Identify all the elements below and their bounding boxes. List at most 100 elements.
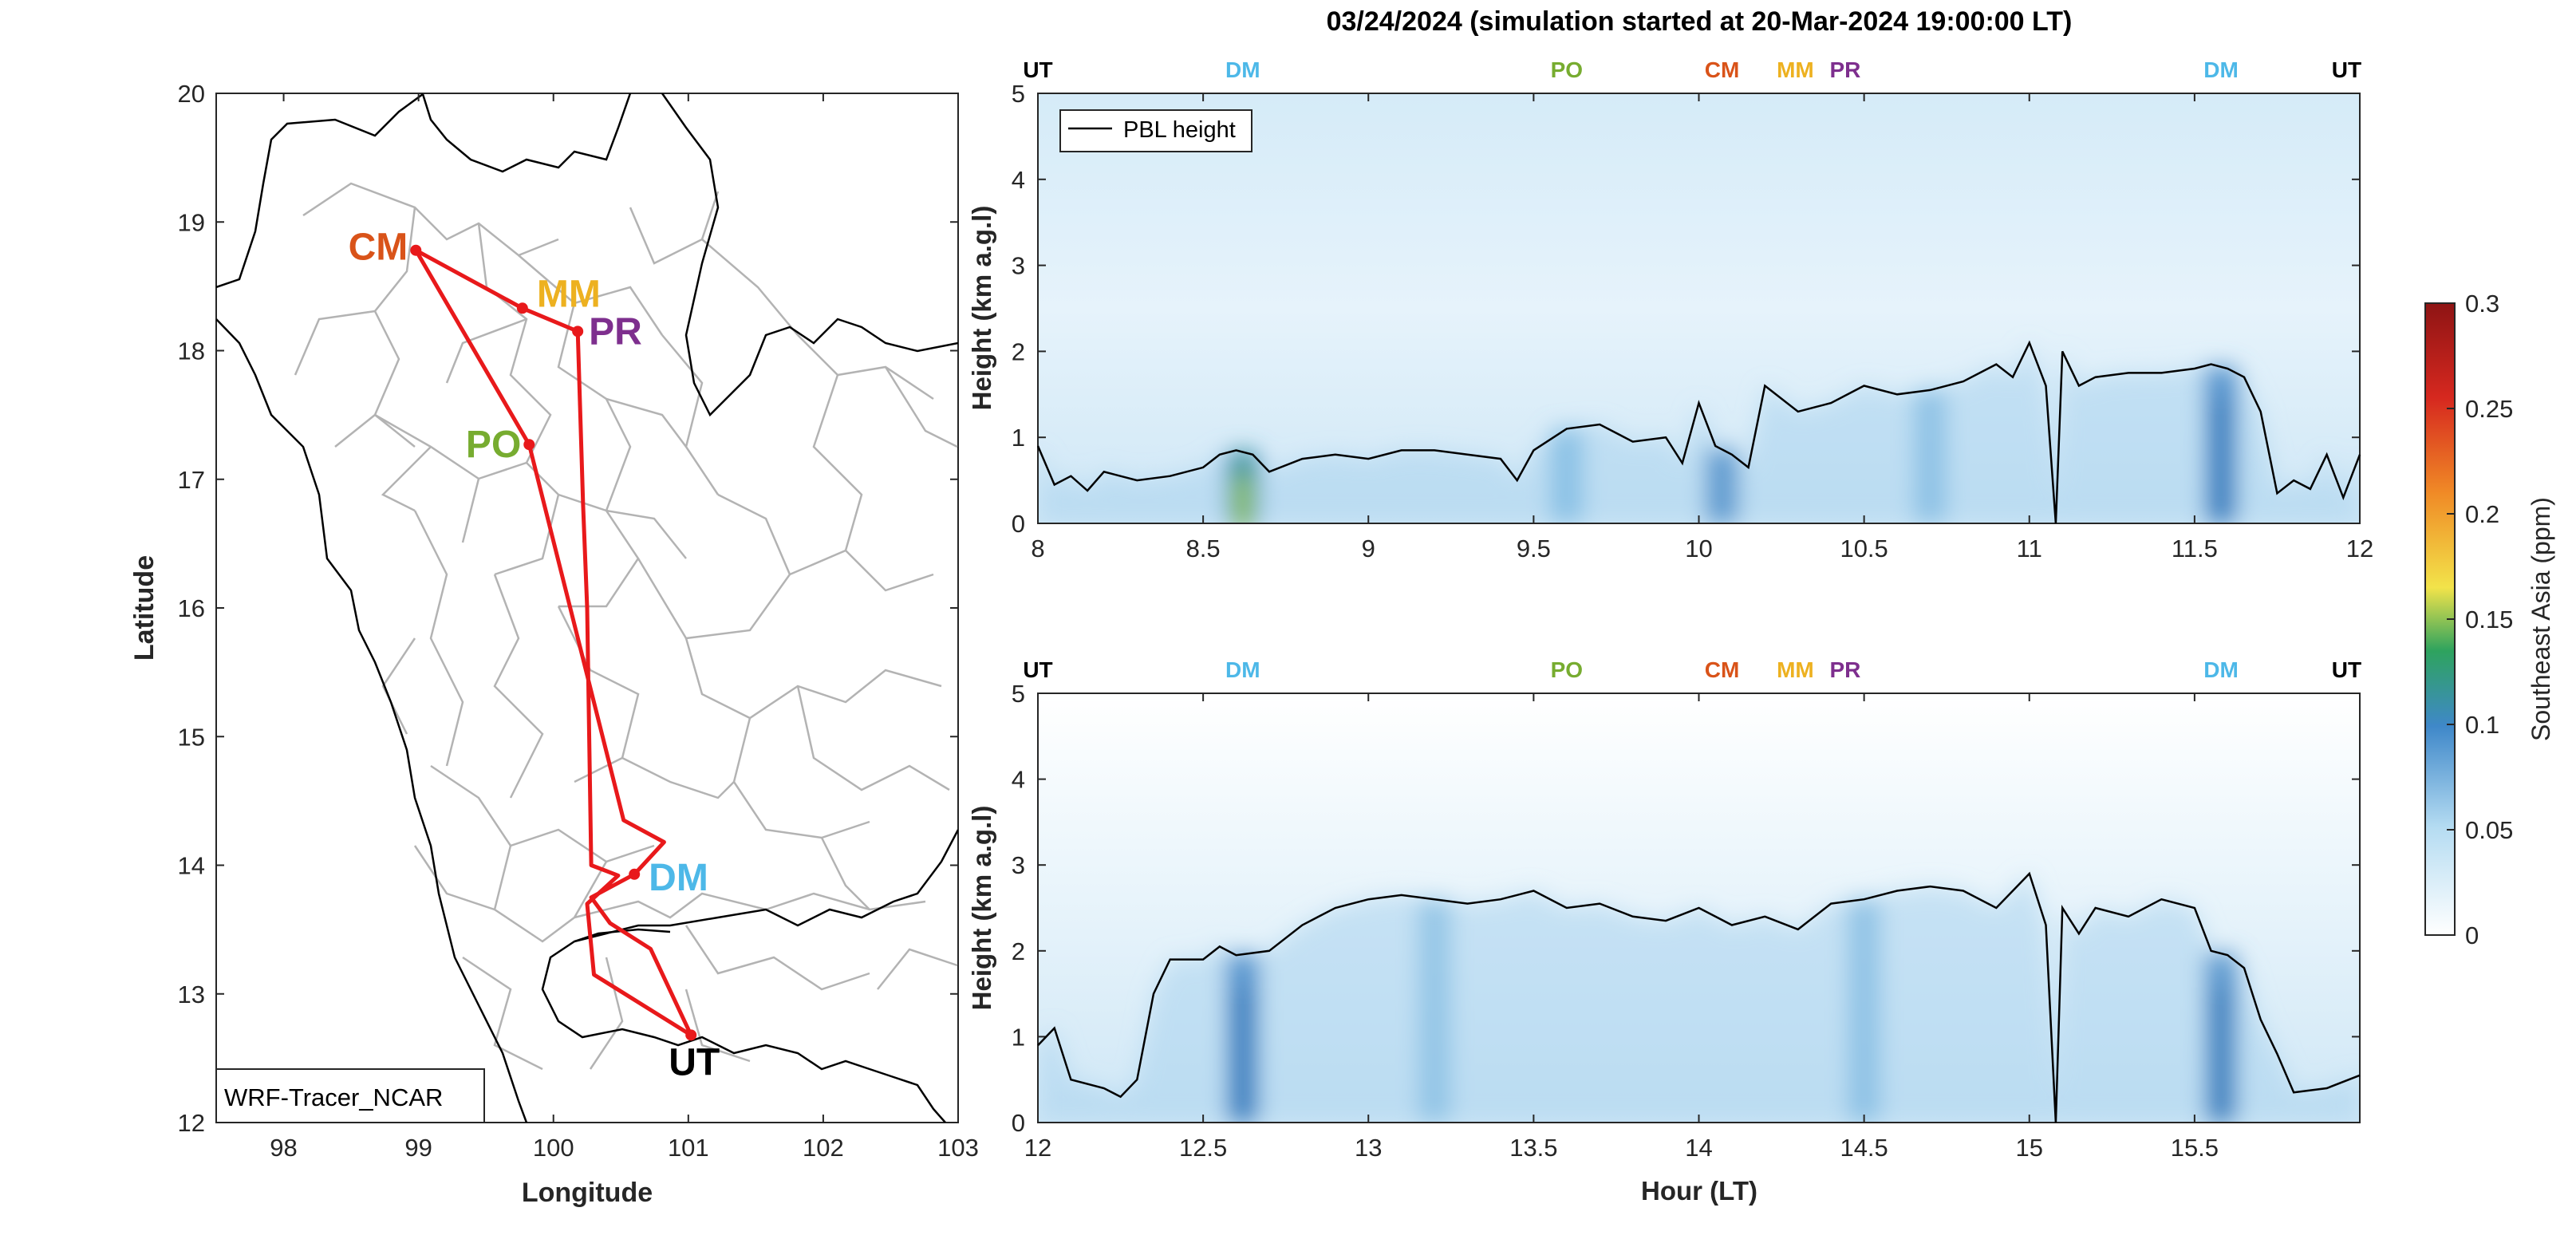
curtain-station-ut: UT <box>1023 57 1052 82</box>
curtain-station-po: PO <box>1551 57 1583 82</box>
colorbar: 0 0.05 0.1 0.15 0.2 0.25 0.3 Southeast Asia (p… <box>2424 290 2555 949</box>
map-ytick-label: 20 <box>178 80 205 108</box>
curtain-xtick-label: 10.5 <box>1840 535 1888 562</box>
map-ytick-label: 14 <box>178 852 205 880</box>
curtain-xtick-label: 12 <box>2346 535 2373 562</box>
curtain-station-dm: DM <box>2203 657 2239 682</box>
bottom-ylabel: Height (km a.g.l) <box>967 806 996 1011</box>
curtain-ytick-label: 0 <box>1012 510 1025 538</box>
model-label-box <box>215 1068 485 1123</box>
curtain-station-dm: DM <box>2203 57 2239 82</box>
map-xtick-label: 98 <box>270 1134 297 1162</box>
tracer-plume-core <box>1235 988 1250 1123</box>
map-xlabel: Longitude <box>522 1178 653 1208</box>
station-label-cm: CM <box>349 227 408 269</box>
station-label-pr: PR <box>589 310 642 353</box>
map-ytick-label: 15 <box>178 723 205 751</box>
map-ytick-label: 12 <box>178 1109 205 1137</box>
colorbar-tick-label: 0 <box>2465 921 2479 949</box>
map-xtick-label: 101 <box>668 1134 709 1162</box>
station-dot-mm <box>516 302 528 314</box>
map-borders <box>216 93 958 1123</box>
tracer-plume <box>1706 449 1738 523</box>
tracer-plume-halo <box>1229 448 1256 523</box>
colorbar-tick-label: 0.1 <box>2465 711 2499 739</box>
tracer-plume-core <box>2214 398 2229 523</box>
curtain-ytick-label: 4 <box>1012 166 1025 194</box>
province-borders <box>294 182 958 1071</box>
map-ytick-label: 17 <box>178 466 205 494</box>
top-ylabel: Height (km a.g.l) <box>967 206 996 411</box>
curtain-xtick-label: 15 <box>2016 1134 2043 1162</box>
curtain-station-po: PO <box>1551 657 1583 682</box>
curtain-ytick-label: 5 <box>1012 80 1025 108</box>
bottom-xlabel: Hour (LT) <box>1641 1176 1757 1206</box>
curtain-ytick-label: 0 <box>1012 1109 1025 1137</box>
curtain-station-pr: PR <box>1829 57 1860 82</box>
curtain-ytick-label: 5 <box>1012 680 1025 708</box>
station-dot-po <box>523 439 535 451</box>
curtain-station-cm: CM <box>1705 57 1740 82</box>
map-xtick-label: 102 <box>803 1134 844 1162</box>
station-dot-cm <box>410 244 422 256</box>
curtain-xtick-label: 15.5 <box>2171 1134 2219 1162</box>
pbl-line-top <box>1036 340 2361 524</box>
map-ytick-label: 18 <box>178 337 205 365</box>
curtain-ytick-label: 2 <box>1012 337 1025 365</box>
curtain-xtick-label: 13 <box>1355 1134 1382 1162</box>
station-label-mm: MM <box>537 273 601 315</box>
curtain-station-ut: UT <box>1023 657 1052 682</box>
main-title: 03/24/2024 (simulation started at 20-Mar… <box>1327 6 2073 37</box>
pbl-legend: PBL height <box>1059 109 1252 152</box>
curtain-station-dm: DM <box>1225 657 1260 682</box>
pbl-legend-label: PBL height <box>1123 117 1236 143</box>
model-label: WRF-Tracer_NCAR <box>224 1083 443 1111</box>
curtain-xtick-label: 9.5 <box>1517 535 1551 562</box>
curtain-xtick-label: 9 <box>1362 535 1375 562</box>
station-label-po: PO <box>466 424 521 466</box>
map-axis-ticks: 98 99 100 101 102 103 12 13 14 15 16 17 18 19 20 <box>178 80 979 1162</box>
colorbar-tick-label: 0.25 <box>2465 395 2513 423</box>
curtain-xtick-label: 10 <box>1685 535 1712 562</box>
curtain-xtick-label: 12 <box>1024 1134 1051 1162</box>
colorbar-tick-label: 0.2 <box>2465 500 2499 528</box>
tracer-plume <box>1418 899 1451 1123</box>
curtain-station-cm: CM <box>1705 657 1740 682</box>
curtain-station-mm: MM <box>1777 57 1814 82</box>
boundary-layer-haze <box>1038 342 2360 523</box>
curtain-ytick-label: 2 <box>1012 937 1025 965</box>
curtain-xtick-label: 12.5 <box>1179 1134 1227 1162</box>
curtain-ytick-label: 1 <box>1012 1023 1025 1051</box>
colorbar-tick-label: 0.05 <box>2465 816 2513 844</box>
curtain-xtick-label: 13.5 <box>1509 1134 1557 1162</box>
station-dot-ut <box>685 1029 697 1041</box>
curtain-station-pr: PR <box>1829 657 1860 682</box>
curtain-ytick-label: 3 <box>1012 851 1025 879</box>
curtain-station-dm: DM <box>1225 57 1260 82</box>
curtain-station-ut: UT <box>2332 657 2361 682</box>
map-ytick-label: 19 <box>178 208 205 236</box>
station-dot-pr <box>572 326 584 337</box>
station-dot-dm <box>629 868 641 880</box>
country-borders <box>216 93 958 1123</box>
curtain-ytick-label: 4 <box>1012 766 1025 794</box>
curtain-station-ut: UT <box>2332 57 2361 82</box>
map-xtick-label: 103 <box>937 1134 979 1162</box>
map-xtick-label: 100 <box>533 1134 574 1162</box>
colorbar-label: Southeast Asia (ppm) <box>2527 497 2555 741</box>
map-ytick-label: 13 <box>178 981 205 1008</box>
curtain-xtick-label: 14 <box>1685 1134 1712 1162</box>
curtain-xtick-label: 8.5 <box>1186 535 1221 562</box>
station-label-dm: DM <box>649 857 708 899</box>
tracer-plume-core <box>2214 987 2229 1123</box>
curtain-xtick-label: 8 <box>1031 535 1044 562</box>
pbl-line-bottom <box>1037 871 2361 1123</box>
colorbar-tick-label: 0.15 <box>2465 606 2513 633</box>
curtain-ytick-label: 3 <box>1012 252 1025 280</box>
colorbar-tick-label: 0.3 <box>2465 290 2499 318</box>
map-xtick-label: 99 <box>404 1134 432 1162</box>
